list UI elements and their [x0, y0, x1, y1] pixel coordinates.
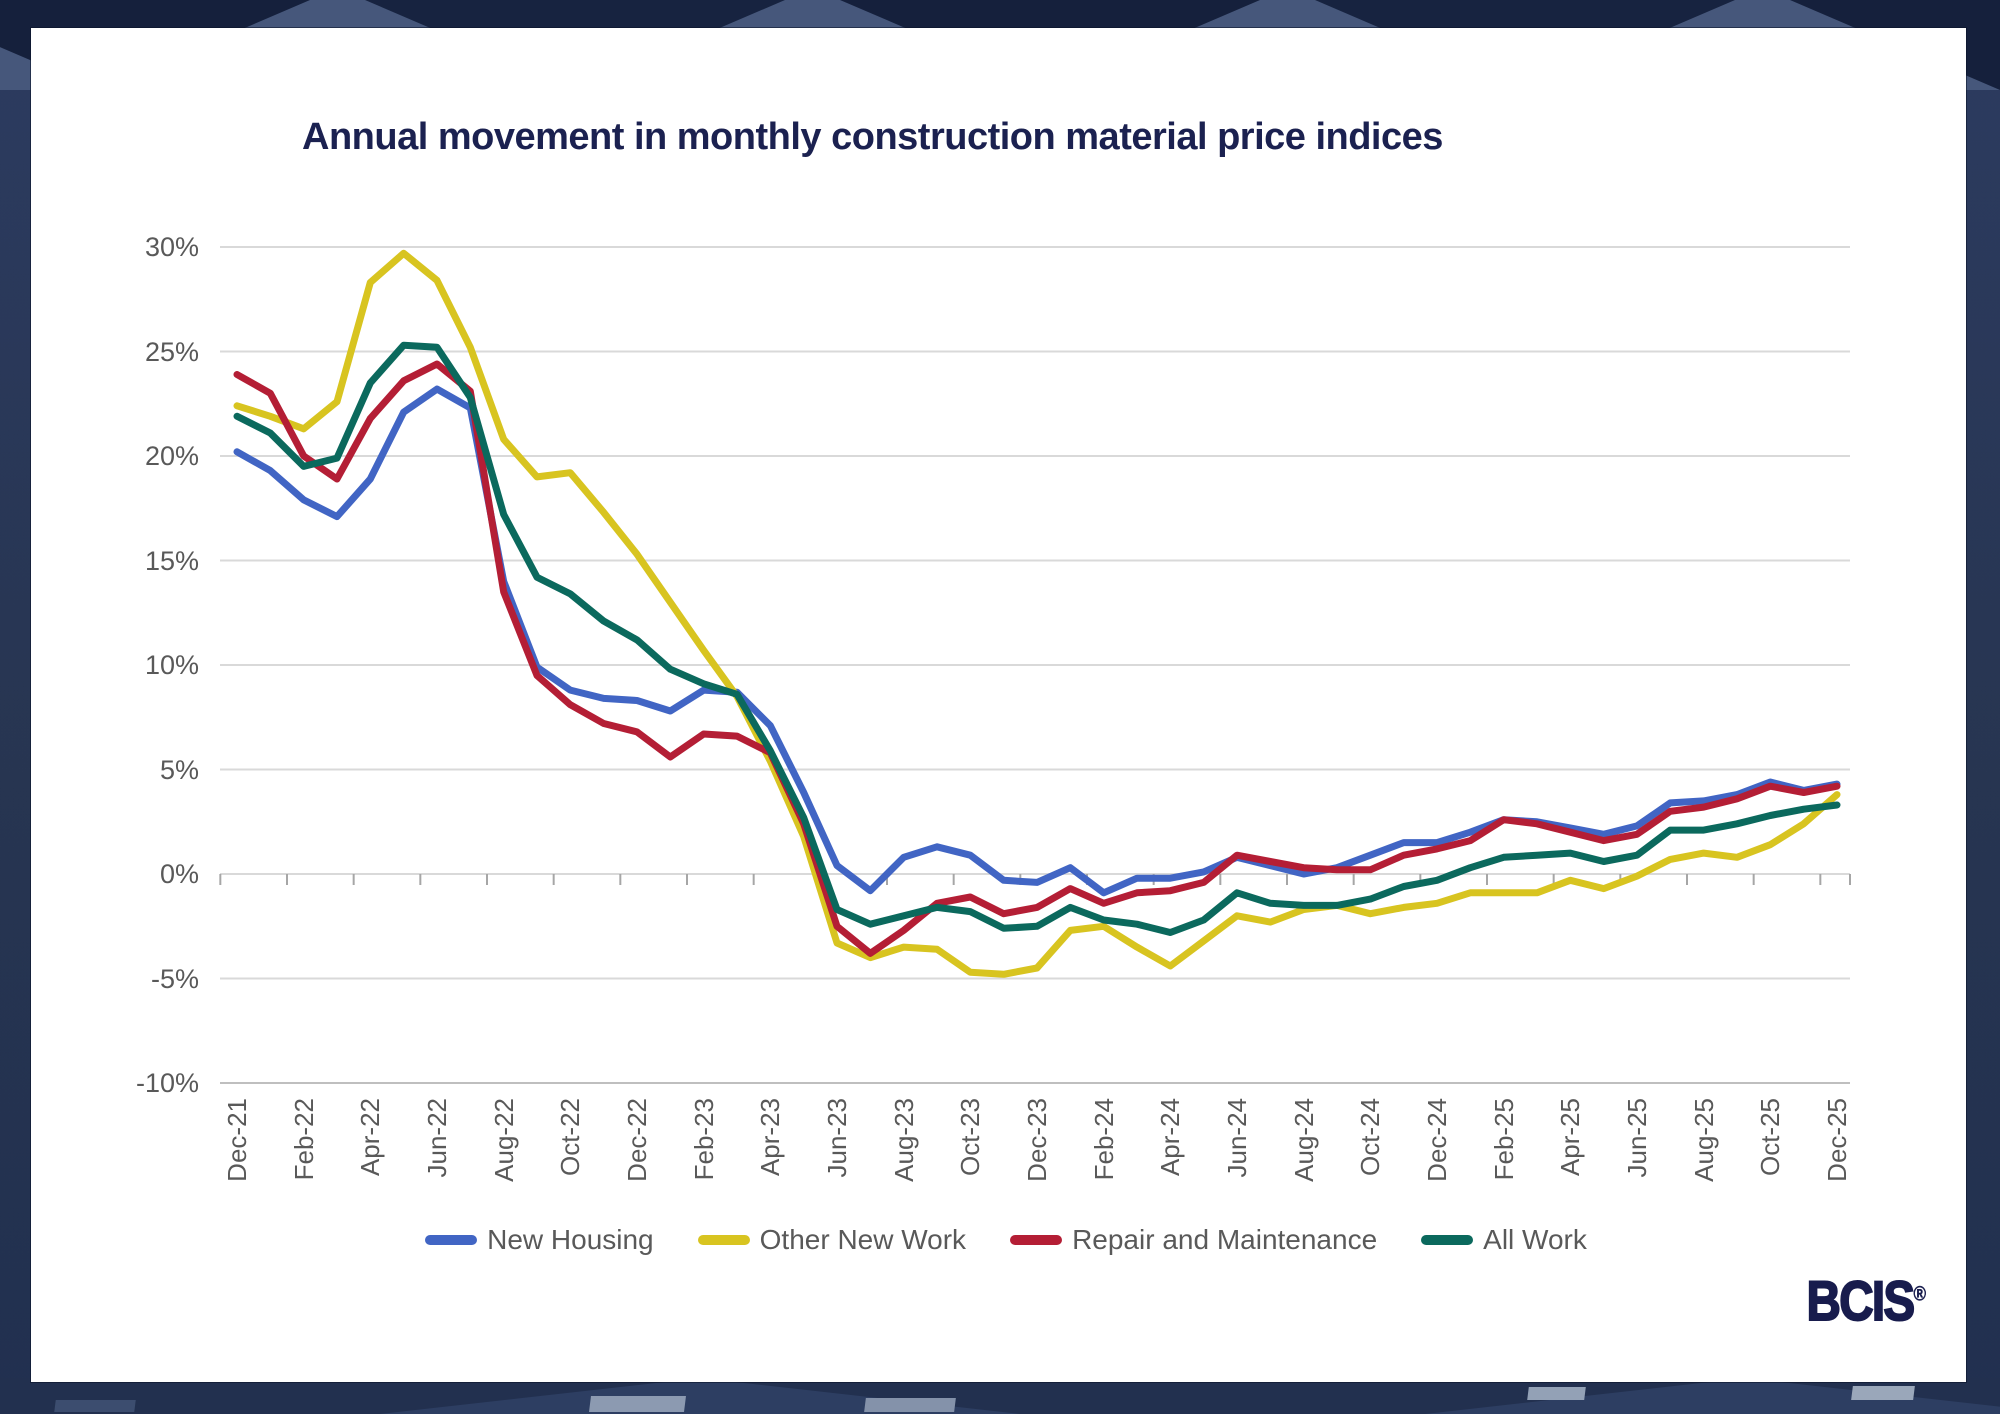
x-axis-label: Jun-24	[1222, 1098, 1252, 1178]
series-line-other-new-work	[233, 249, 1841, 978]
legend-swatch-icon	[697, 1235, 750, 1245]
chart-plot-area	[219, 246, 1851, 1084]
x-axis-label: Apr-25	[1555, 1098, 1586, 1177]
x-axis-label: Oct-22	[555, 1098, 586, 1177]
background-skylight	[864, 1398, 956, 1412]
series-line-repair-and-maintenance	[233, 360, 1841, 957]
y-axis-label: 10%	[144, 650, 199, 680]
background-skylight	[1851, 1386, 1915, 1400]
legend-swatch-icon	[1010, 1235, 1063, 1245]
x-axis-label: Aug-25	[1688, 1098, 1719, 1182]
x-axis-label: Apr-24	[1155, 1098, 1186, 1177]
legend-swatch-icon	[425, 1235, 478, 1245]
y-axis-label: 25%	[144, 336, 199, 367]
series-line-all-work	[233, 341, 1841, 936]
x-axis-label: Dec-22	[622, 1098, 652, 1182]
x-axis-label: Aug-22	[488, 1098, 519, 1182]
chart-title: Annual movement in monthly construction …	[302, 116, 1443, 158]
legend-label: New Housing	[487, 1224, 654, 1255]
legend-item-repair-and-maintenance: Repair and Maintenance	[1010, 1224, 1377, 1256]
x-axis-label: Jun-23	[822, 1098, 852, 1178]
background-skylight	[589, 1396, 686, 1412]
bcis-logo: BCIS®	[1799, 1268, 1927, 1333]
legend-label: All Work	[1483, 1224, 1587, 1255]
legend-label: Other New Work	[759, 1224, 967, 1255]
chart-card: Annual movement in monthly construction …	[31, 28, 1966, 1382]
x-axis-label: Jun-25	[1622, 1098, 1652, 1178]
x-axis-label: Feb-25	[1488, 1098, 1519, 1181]
x-axis-label: Apr-23	[755, 1098, 786, 1177]
background-skylight	[54, 1400, 136, 1412]
x-axis-label: Dec-24	[1422, 1098, 1452, 1182]
legend-swatch-icon	[1421, 1235, 1474, 1245]
x-axis-label: Feb-24	[1088, 1098, 1119, 1181]
y-axis-label: -5%	[150, 963, 199, 994]
background-skylight	[1527, 1387, 1586, 1400]
x-axis-label: Dec-23	[1022, 1098, 1052, 1182]
legend-label: Repair and Maintenance	[1072, 1224, 1378, 1255]
legend-item-all-work: All Work	[1421, 1224, 1587, 1256]
x-axis-label: Aug-23	[888, 1098, 919, 1182]
chart-legend: New Housing Other New Work Repair and Main…	[191, 1220, 1821, 1260]
legend-item-new-housing: New Housing	[425, 1224, 654, 1256]
registered-trademark-icon: ®	[1913, 1283, 1926, 1306]
x-axis-label: Dec-21	[222, 1098, 252, 1182]
bcis-logo-text: BCIS	[1806, 1268, 1916, 1333]
y-axis-label: 0%	[159, 859, 199, 889]
legend-item-other-new-work: Other New Work	[697, 1224, 967, 1256]
series-line-new-housing	[233, 385, 1841, 897]
y-axis-label: -10%	[135, 1068, 199, 1098]
x-axis-label: Oct-24	[1355, 1098, 1386, 1177]
y-axis-label: 20%	[144, 441, 199, 471]
x-axis-label: Jun-22	[422, 1098, 452, 1178]
y-axis-label: 30%	[144, 232, 199, 262]
x-axis-label: Feb-22	[288, 1098, 319, 1181]
x-axis-label: Oct-25	[1755, 1098, 1786, 1177]
x-axis-label: Oct-23	[955, 1098, 986, 1177]
x-axis-label: Feb-23	[688, 1098, 719, 1181]
x-axis-label: Dec-25	[1822, 1098, 1852, 1182]
x-axis-label: Apr-22	[355, 1098, 386, 1177]
x-axis-label: Aug-24	[1288, 1098, 1319, 1182]
y-axis-label: 15%	[144, 545, 199, 576]
y-axis-label: 5%	[159, 754, 199, 785]
